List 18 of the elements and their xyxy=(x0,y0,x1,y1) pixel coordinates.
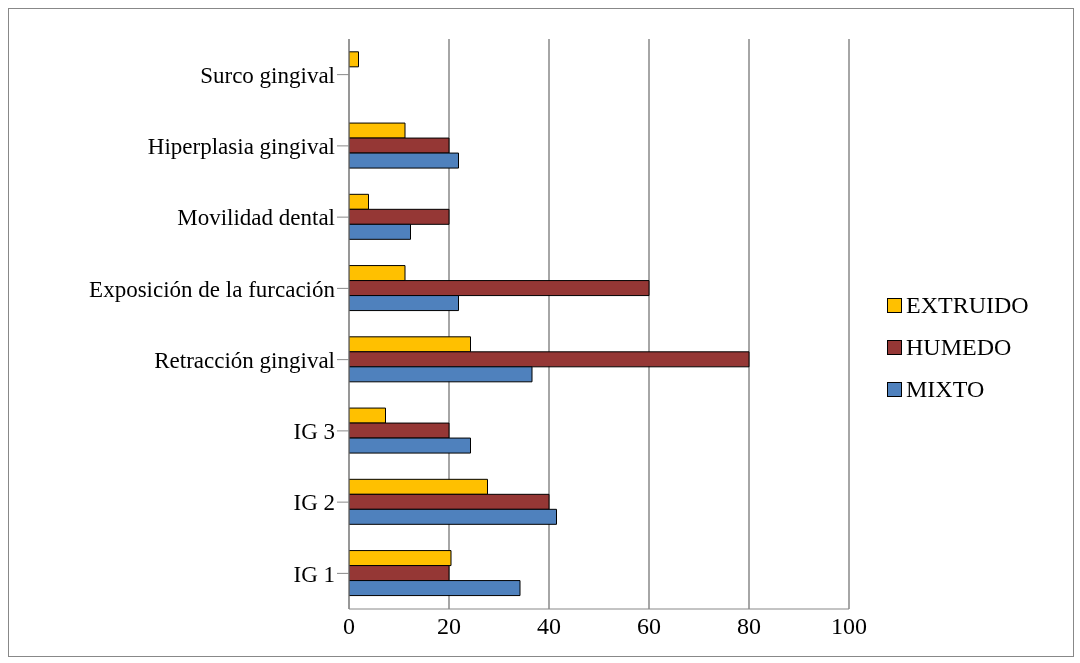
y-tick-label: IG 1 xyxy=(293,561,335,587)
bar xyxy=(349,51,359,68)
x-tick-label: 0 xyxy=(343,613,355,640)
y-tick-label: IG 3 xyxy=(293,419,335,445)
y-tick-label: Surco gingival xyxy=(200,62,335,88)
y-tick-label: Movilidad dental xyxy=(177,205,335,231)
x-tick-label: 80 xyxy=(737,613,761,640)
y-tick-label: Exposición de la furcación xyxy=(89,276,336,302)
x-tick-label: 100 xyxy=(831,613,867,640)
legend-label: EXTRUIDO xyxy=(906,291,1029,320)
x-tick-label: 20 xyxy=(437,613,461,640)
legend-label: MIXTO xyxy=(906,375,985,404)
y-tick-label: Retracción gingival xyxy=(154,347,335,373)
legend-label: HUMEDO xyxy=(906,333,1012,362)
y-tick-label: IG 2 xyxy=(293,490,335,516)
y-tick-label: Hiperplasia gingival xyxy=(147,134,335,160)
x-tick-label: 60 xyxy=(637,613,661,640)
x-tick-label: 40 xyxy=(537,613,561,640)
